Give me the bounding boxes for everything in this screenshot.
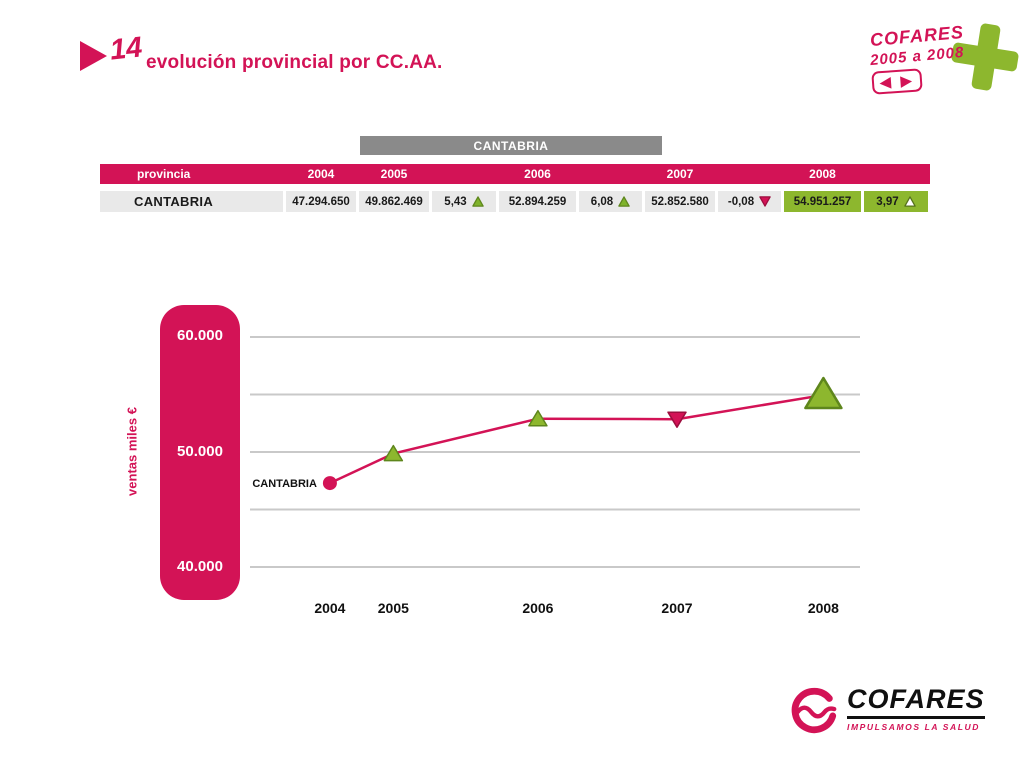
region-header-bar: CANTABRIA (360, 136, 662, 155)
triangle-down-icon-shape (759, 196, 771, 207)
column-header-provincia: provincia (137, 167, 191, 181)
y-tick-40000: 40.000 (177, 558, 223, 575)
chart-svg: CANTABRIA 2004 2005 2006 2007 2008 (250, 336, 860, 616)
cofares-2005-2008-badge: COFARES 2005 a 2008 ◀ ▶ (862, 20, 1020, 108)
logo-name: COFARES (847, 686, 985, 719)
slide-number: 14 (108, 31, 144, 67)
table-cell: 5,43 (432, 191, 496, 212)
table-cell: 3,97 (864, 191, 928, 212)
play-triangle-icon (80, 41, 107, 71)
y-axis-title: ventas miles € (124, 407, 140, 496)
triangle-up-icon (471, 196, 484, 207)
table-cell: 54.951.257 (784, 191, 861, 212)
table-cell: 47.294.650 (286, 191, 356, 212)
column-header-2007: 2007 (666, 167, 694, 181)
cell-value: 47.294.650 (292, 195, 350, 208)
column-header-2006: 2006 (524, 167, 551, 181)
triangle-up-outline-icon-shape (903, 196, 916, 207)
cell-value: 6,08 (590, 195, 614, 208)
triangle-up-icon-shape (471, 196, 484, 207)
column-header-2005: 2005 (380, 167, 408, 181)
x-tick-label: 2008 (808, 600, 839, 616)
logo-text-block: COFARES IMPULSAMOS LA SALUD (847, 686, 985, 732)
cell-value: 52.852.580 (651, 195, 709, 208)
table-cell: -0,08 (718, 191, 781, 212)
marker-triangle-up-large-icon (804, 376, 843, 410)
x-tick-label: 2004 (314, 600, 345, 616)
column-header-2004: 2004 (307, 167, 335, 181)
x-tick-label: 2006 (522, 600, 553, 616)
y-axis-label-box: 60.000 50.000 40.000 (160, 305, 240, 600)
logo-tagline: IMPULSAMOS LA SALUD (847, 722, 981, 732)
table-cell: 52.894.259 (499, 191, 576, 212)
column-header-2008: 2008 (809, 167, 836, 181)
y-tick-50000: 50.000 (177, 443, 223, 460)
table-cell: 49.862.469 (359, 191, 429, 212)
x-tick-label: 2005 (378, 600, 409, 616)
table-row: CANTABRIA 47.294.650 49.862.469 5,43 52.894… (100, 191, 930, 212)
cell-value: 3,97 (876, 195, 899, 208)
triangle-up-icon-shape (618, 196, 630, 207)
table-cell: 52.852.580 (645, 191, 715, 212)
triangle-up-icon (618, 196, 630, 207)
x-tick-label: 2007 (661, 600, 692, 616)
cofares-logo: COFARES IMPULSAMOS LA SALUD (788, 686, 985, 738)
table-header: provincia 2004 2005 2006 2007 2008 (100, 164, 930, 184)
marker-triangle-down-icon (667, 411, 687, 428)
cell-value: 49.862.469 (365, 195, 423, 208)
y-tick-60000: 60.000 (177, 327, 223, 344)
marker-triangle-up-icon (528, 409, 548, 427)
cofares-swirl-icon (791, 687, 837, 734)
triangle-down-icon (759, 196, 771, 207)
series-line (329, 393, 824, 485)
cell-value: -0,08 (727, 195, 755, 208)
cell-value: 54.951.257 (793, 195, 852, 208)
marker-circle-icon (322, 476, 337, 491)
cell-value: 5,43 (444, 195, 467, 208)
cell-value: 52.894.259 (508, 195, 567, 208)
marker-triangle-up-icon (383, 444, 404, 462)
page-title: evolución provincial por CC.AA. (146, 52, 443, 73)
table-cell: 6,08 (579, 191, 642, 212)
province-cell: CANTABRIA (100, 191, 283, 212)
left-right-arrows-icon: ◀ ▶ (871, 68, 924, 95)
series-point-label: CANTABRIA (252, 478, 317, 490)
triangle-up-outline-icon (903, 196, 916, 207)
